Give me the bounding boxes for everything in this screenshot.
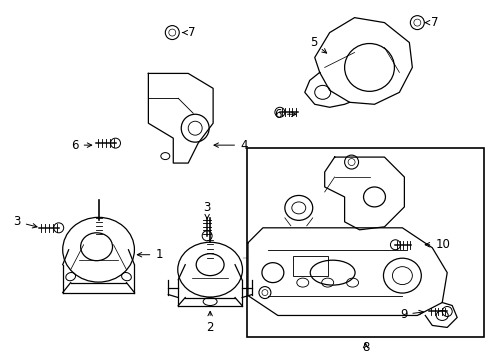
Bar [293,256,328,276]
Text: 3: 3 [14,215,37,228]
Bar [247,148,484,337]
Text: 4: 4 [214,139,247,152]
Text: 10: 10 [425,238,450,251]
Text: 6: 6 [274,108,296,121]
Text: 7: 7 [183,26,196,39]
Text: 8: 8 [362,341,369,354]
Text: 7: 7 [425,16,439,29]
Text: 1: 1 [137,248,163,261]
Text: 3: 3 [203,201,211,219]
Text: 5: 5 [310,36,327,53]
Text: 2: 2 [206,311,214,334]
Text: 6: 6 [71,139,92,152]
Text: 9: 9 [400,308,423,321]
